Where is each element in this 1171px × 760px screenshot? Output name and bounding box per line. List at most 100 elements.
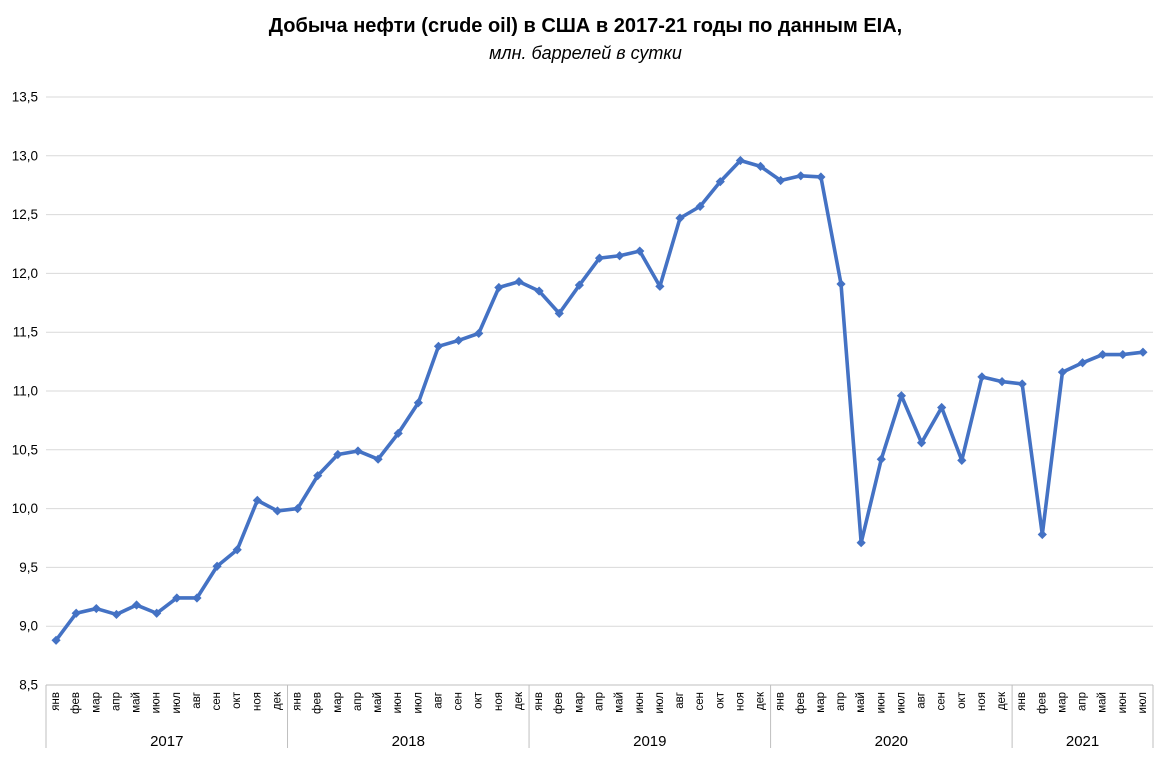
data-point-marker <box>1037 529 1047 540</box>
data-point-marker <box>393 428 403 438</box>
y-axis-tick-label: 12,0 <box>12 266 38 281</box>
y-axis-tick-label: 13,0 <box>12 148 38 163</box>
x-axis-month-label: сен <box>453 692 465 711</box>
x-axis-month-label: мар <box>332 692 344 713</box>
x-axis-month-label: мар <box>1056 692 1068 713</box>
data-point-marker <box>715 177 725 187</box>
data-point-marker <box>91 603 101 614</box>
x-axis-month-label: мар <box>815 692 827 713</box>
data-point-marker <box>675 213 685 223</box>
x-axis-month-label: авг <box>191 692 203 709</box>
data-point-marker <box>292 504 303 514</box>
x-axis-month-label: янв <box>533 692 545 711</box>
data-point-marker <box>856 538 866 548</box>
x-axis-year-label: 2018 <box>392 733 425 750</box>
x-axis-month-label: фев <box>553 692 565 714</box>
x-axis-month-label: янв <box>775 692 787 711</box>
x-axis-month-label: янв <box>50 692 62 711</box>
x-axis-month-label: янв <box>292 692 304 711</box>
data-point-marker <box>615 251 625 261</box>
x-axis-month-label: фев <box>1036 692 1048 714</box>
x-axis-month-label: июл <box>1137 692 1149 714</box>
data-point-marker <box>111 609 122 620</box>
x-axis-month-label: дек <box>755 691 767 710</box>
y-axis-tick-label: 13,5 <box>12 90 38 105</box>
data-point-marker <box>514 277 524 287</box>
x-axis-month-label: сен <box>211 692 223 711</box>
x-axis-month-label: апр <box>110 692 122 711</box>
y-axis-tick-label: 11,0 <box>13 384 38 399</box>
data-point-marker <box>212 561 222 571</box>
data-point-marker <box>1138 347 1148 357</box>
x-axis-month-label: дек <box>271 691 283 710</box>
y-axis-tick-label: 9,5 <box>19 560 38 575</box>
data-point-marker <box>454 335 464 346</box>
x-axis-month-label: окт <box>714 691 726 709</box>
data-point-marker <box>433 341 444 351</box>
data-point-marker <box>876 454 886 464</box>
x-axis-month-label: ноя <box>493 692 505 711</box>
x-axis-month-label: сен <box>936 692 948 711</box>
x-axis-month-label: июн <box>875 692 887 713</box>
x-axis-year-label: 2020 <box>875 733 908 750</box>
x-axis-month-label: июл <box>171 692 183 714</box>
y-axis-tick-label: 11,5 <box>13 325 38 340</box>
x-axis-month-label: авг <box>674 692 686 709</box>
data-point-marker <box>534 286 544 296</box>
data-point-marker <box>1077 358 1088 368</box>
x-axis-year-label: 2021 <box>1066 733 1099 750</box>
data-point-marker <box>937 402 947 413</box>
data-point-marker <box>957 455 967 465</box>
x-axis-month-label: июл <box>412 692 424 714</box>
data-point-marker <box>192 593 202 603</box>
x-axis-month-label: май <box>1097 692 1109 713</box>
x-axis-month-label: апр <box>594 692 606 711</box>
data-point-marker <box>635 246 645 256</box>
data-point-marker <box>1098 349 1108 360</box>
x-axis-month-label: янв <box>1016 692 1028 711</box>
data-point-marker <box>131 600 142 610</box>
data-point-marker <box>1017 379 1027 389</box>
data-point-marker <box>836 279 846 289</box>
y-axis-tick-label: 10,0 <box>12 501 38 516</box>
x-axis-month-label: окт <box>956 691 968 709</box>
x-axis-month-label: ноя <box>251 692 263 711</box>
data-point-marker <box>755 161 766 171</box>
x-axis-month-label: май <box>131 692 143 713</box>
x-axis-month-label: июн <box>1117 692 1129 713</box>
x-axis-month-label: апр <box>835 692 847 711</box>
y-axis-tick-label: 8,5 <box>19 678 38 693</box>
x-axis-month-label: дек <box>513 691 525 710</box>
data-point-marker <box>896 391 907 401</box>
x-axis-month-label: авг <box>432 692 444 709</box>
data-point-marker <box>51 635 61 645</box>
x-axis-month-label: апр <box>352 692 364 711</box>
x-axis-month-label: окт <box>231 691 243 709</box>
x-axis-month-label: окт <box>473 691 485 709</box>
data-point-marker <box>796 171 806 181</box>
x-axis-month-label: май <box>372 692 384 713</box>
chart-header: Добыча нефти (crude oil) в США в 2017-21… <box>0 12 1171 66</box>
data-point-marker <box>172 593 182 603</box>
data-point-marker <box>232 545 242 555</box>
data-point-marker <box>1118 349 1128 360</box>
x-axis-year-label: 2017 <box>150 733 183 750</box>
data-point-marker <box>152 608 162 618</box>
data-point-marker <box>574 280 584 290</box>
data-point-marker <box>735 155 745 166</box>
data-point-marker <box>413 398 423 408</box>
x-axis-month-label: фев <box>70 692 82 714</box>
data-point-marker <box>373 454 383 464</box>
x-axis-month-label: май <box>855 692 867 713</box>
x-axis-month-label: июн <box>151 692 163 713</box>
data-point-marker <box>313 471 323 481</box>
data-point-marker <box>695 201 705 211</box>
x-axis-month-label: июл <box>895 692 907 714</box>
data-point-marker <box>272 506 283 516</box>
x-axis-month-label: фев <box>795 692 807 714</box>
x-axis-month-label: июн <box>392 692 404 713</box>
data-point-marker <box>494 282 504 293</box>
data-point-marker <box>554 308 564 318</box>
y-axis-tick-label: 9,0 <box>19 619 38 634</box>
